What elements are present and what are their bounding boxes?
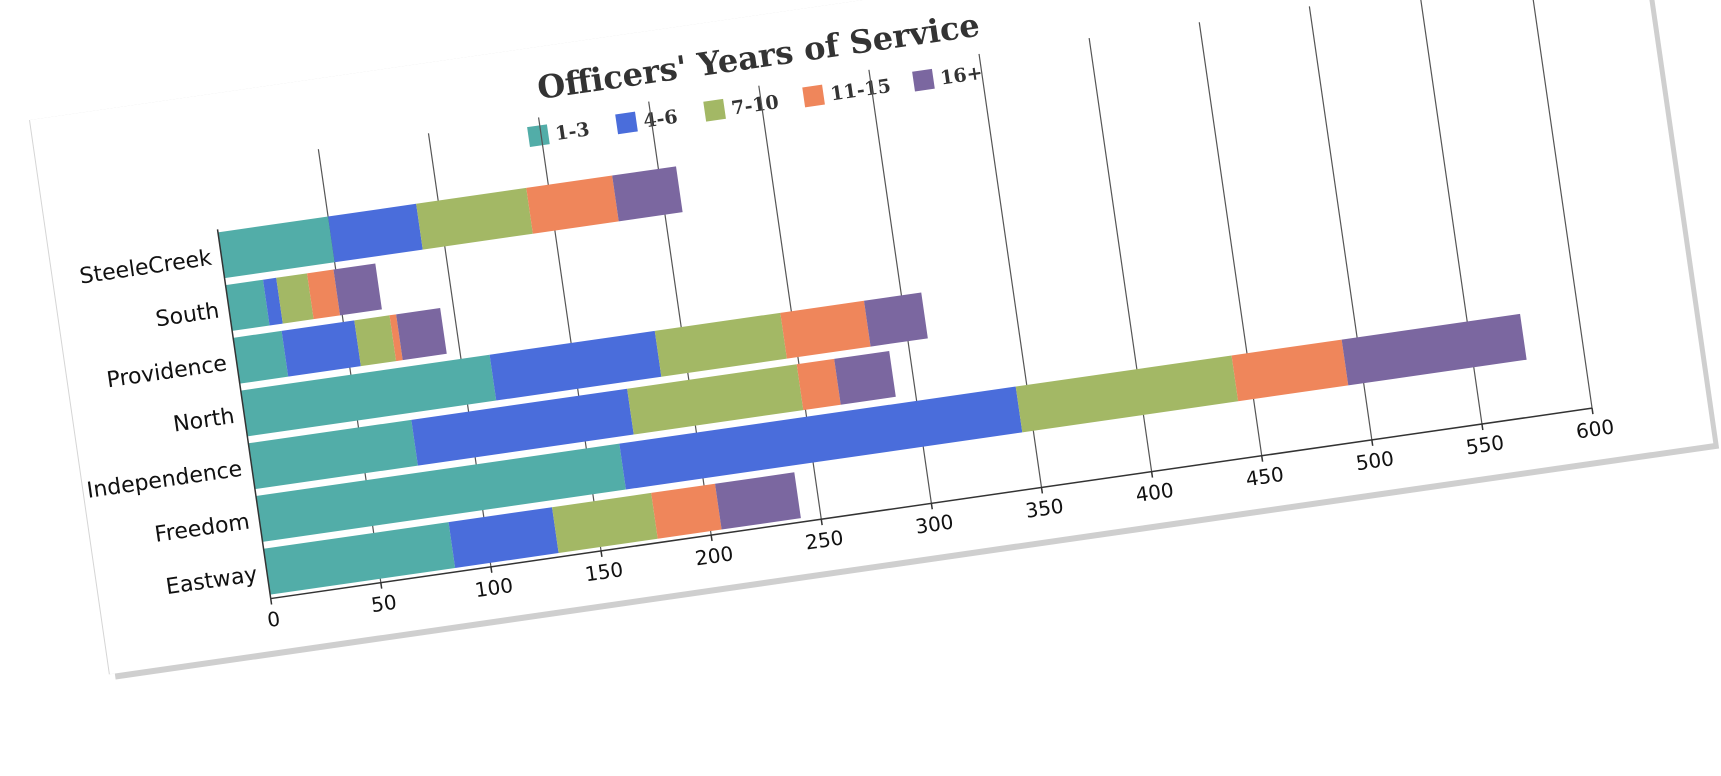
x-axis: 0 50 100 150 200 250 300 350 400 450 500 550 600 [266,407,1616,633]
legend-swatch [802,84,825,108]
x-tick-mark [1481,423,1484,431]
x-tick-mark [1260,455,1264,462]
x-tick-label: 300 [914,510,955,539]
bar-segment [354,315,397,367]
x-tick-mark [380,582,383,589]
bar-segment [411,388,634,466]
legend-label: 16+ [939,62,984,90]
x-tick-mark [1150,471,1154,478]
legend-label: 11-15 [829,75,892,105]
bar-segment [396,307,447,361]
x-tick-label: 500 [1354,446,1395,475]
bar-segment [262,277,283,326]
bar-segment [281,320,361,377]
legend-swatch [615,111,638,135]
legend-label: 1-3 [554,118,591,145]
x-tick-mark [930,503,933,510]
x-tick-label: 200 [694,541,735,570]
bar-segment [796,358,841,411]
bar-segment [225,279,270,331]
x-tick-mark [1040,487,1044,494]
x-tick-label: 0 [266,607,282,633]
bar-segment [389,314,403,362]
bar-segment [333,263,382,316]
legend-label: 7-10 [730,91,780,120]
legend-swatch [912,68,935,92]
legend-swatch [527,124,550,147]
y-category-label: SteeleCreek [78,246,214,290]
legend-swatch [703,98,726,122]
bar-segment [651,483,722,539]
bar-segment [1231,339,1349,402]
x-axis-line [270,407,1593,600]
y-category-label: Independence [85,457,243,504]
bar-segment [1015,355,1239,433]
stacked-bar-chart: Officers' Years of Service 1-3 4-6 7-10 11-… [78,0,1616,633]
y-category-label: Providence [105,351,228,393]
bar-segment [240,354,497,437]
bar-segment [255,443,626,542]
bar-segment [612,166,683,222]
bar-segment [263,522,456,595]
bar-segment [654,312,787,377]
bar-segment [1341,313,1527,386]
x-tick-mark [820,519,823,526]
x-tick-label: 400 [1134,478,1175,507]
bar-segment [248,419,418,490]
y-axis-line [216,229,272,599]
bar-segment [780,300,871,359]
legend-label: 4-6 [642,106,679,133]
x-tick-mark [1371,439,1374,446]
bar-segment [627,364,804,435]
bar-segment [619,386,1023,490]
x-tick-label: 550 [1464,430,1505,459]
x-tick-mark [490,566,493,573]
bar-segment [448,507,559,568]
x-tick-label: 50 [370,590,399,617]
chart-title: Officers' Years of Service [535,6,982,107]
bar-segment [307,269,341,320]
x-tick-label: 100 [473,573,514,602]
bars [217,166,1527,595]
bar-segment [715,472,801,530]
bar-segment [526,175,619,234]
y-category-label: Freedom [153,509,251,547]
bar-segment [217,216,335,279]
bar-segment [276,273,314,324]
gridline [1529,0,1593,409]
x-tick-mark [600,550,603,558]
chart-card: Officers' Years of Service 1-3 4-6 7-10 11-… [30,0,1714,675]
x-tick-label: 600 [1574,414,1615,443]
bar-segment [552,492,658,554]
x-tick-label: 250 [804,525,845,554]
bar-segment [416,187,533,250]
bar-segment [328,203,423,263]
x-tick-label: 350 [1024,494,1065,523]
x-tick-label: 150 [583,557,624,586]
x-tick-label: 450 [1244,462,1285,491]
bar-segment [233,330,289,384]
bar-segment [863,292,928,347]
x-tick-mark [1591,408,1594,415]
x-tick-mark [269,598,273,605]
bar-segment [489,330,662,401]
bar-segment [834,350,896,405]
x-tick-mark [710,534,713,542]
y-category-label: South [154,299,221,333]
y-category-label: North [172,404,236,438]
y-category-label: Eastway [164,562,259,600]
